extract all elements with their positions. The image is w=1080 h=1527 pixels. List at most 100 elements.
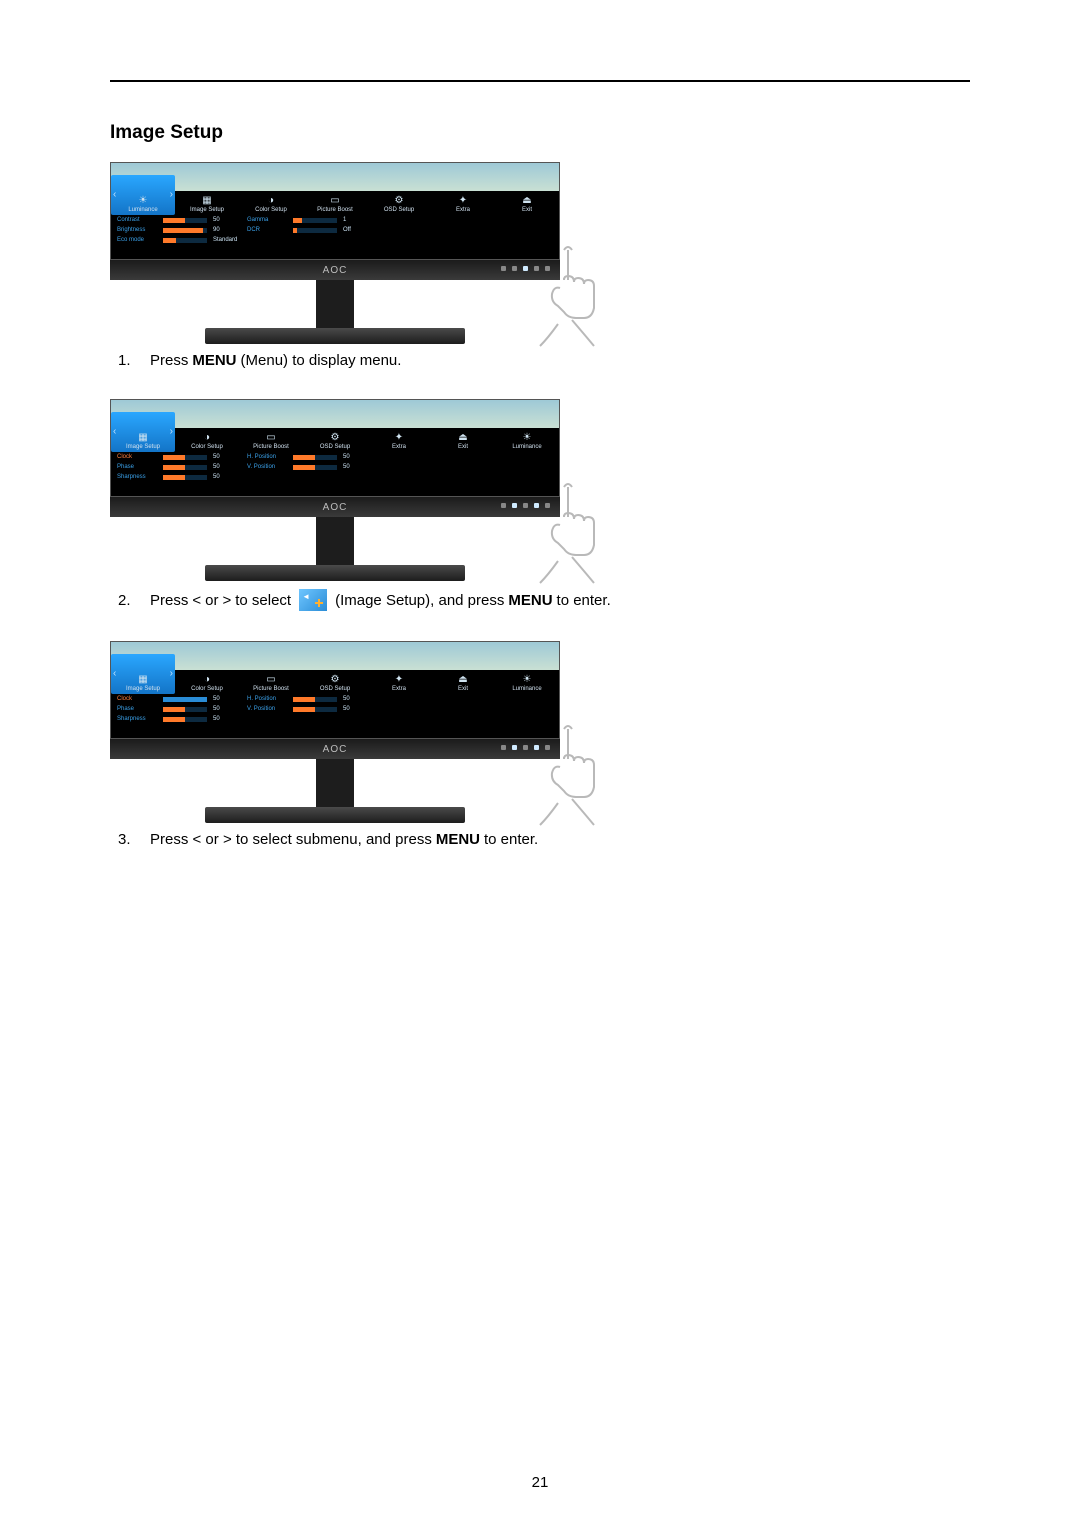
osd-tab-label: Image Setup xyxy=(126,444,160,450)
step-text-part: to select xyxy=(235,592,291,609)
osd-setting-label: H. Position xyxy=(247,696,287,702)
osd-tab: ◑Color Setup xyxy=(175,412,239,452)
osd-tab-label: Exit xyxy=(522,207,532,213)
pointing-hand-icon xyxy=(530,242,610,352)
osd-tab-label: Luminance xyxy=(128,207,157,213)
osd-setting: Sharpness50 xyxy=(117,474,227,480)
step-number: 3. xyxy=(118,831,146,848)
osd-setting: Clock50 xyxy=(117,454,227,460)
step-1-block: ‹ ☀ Luminance › ▦Image Setup ◑Color Setu… xyxy=(110,162,970,369)
osd-setting-label: Clock xyxy=(117,696,157,702)
osd-tab-label: Picture Boost xyxy=(317,207,353,213)
osd-setting-label: V. Position xyxy=(247,706,287,712)
picture-boost-icon: ▭ xyxy=(264,432,278,442)
osd-setting-label: Sharpness xyxy=(117,474,157,480)
color-setup-icon: ◑ xyxy=(264,195,278,205)
osd-tab-label: Image Setup xyxy=(190,207,224,213)
osd-tab-label: Extra xyxy=(392,686,406,692)
step-text-part: Press xyxy=(150,592,188,609)
osd-bar xyxy=(163,465,207,470)
osd-tab-label: Luminance xyxy=(512,686,541,692)
osd-settings-2: Clock50 Phase50 Sharpness50 H. Position5… xyxy=(117,454,553,492)
osd-setting-val: Standard xyxy=(213,237,227,243)
luminance-icon: ☀ xyxy=(520,432,534,442)
luminance-icon: ☀ xyxy=(136,195,150,205)
chevron-left-icon: ‹ xyxy=(113,668,116,679)
bezel-button xyxy=(512,266,517,271)
osd-tab: ☀Luminance xyxy=(495,412,559,452)
osd-setting-label: Phase xyxy=(117,706,157,712)
osd-bar xyxy=(293,455,337,460)
pointing-hand-icon xyxy=(530,721,610,831)
osd-tab: ✦Extra xyxy=(367,412,431,452)
osd-setting: Clock 50 xyxy=(117,696,227,702)
monitor-base xyxy=(205,328,465,344)
image-setup-icon: ▦ xyxy=(136,674,150,684)
monitor-figure-2: ‹ ▦ Image Setup › ◑Color Setup ▭Picture … xyxy=(110,399,560,581)
osd-setting-label: Sharpness xyxy=(117,716,157,722)
step-text-part: (Menu) to display menu. xyxy=(241,352,402,369)
osd-setting: Phase50 xyxy=(117,464,227,470)
osd-setting-label: Eco mode xyxy=(117,237,157,243)
osd-settings-left: Clock50 Phase50 Sharpness50 xyxy=(117,454,227,492)
step-1-text: 1. Press MENU (Menu) to display menu. xyxy=(118,352,970,369)
osd-setting-val: 1 xyxy=(343,217,357,223)
osd-setting-val: 50 xyxy=(343,696,357,702)
luminance-icon: ☀ xyxy=(520,674,534,684)
image-setup-icon: ▦ xyxy=(136,432,150,442)
osd-tab: ◑Color Setup xyxy=(175,654,239,694)
osd-tab: ✦Extra xyxy=(431,175,495,215)
osd-tab: ▭Picture Boost xyxy=(239,412,303,452)
bezel-logo: AOC xyxy=(323,265,348,276)
osd-screen-1: ‹ ☀ Luminance › ▦Image Setup ◑Color Setu… xyxy=(110,162,560,260)
osd-bar xyxy=(163,697,207,702)
step-text-part: to enter. xyxy=(557,592,611,609)
osd-screen-3: ‹ ▦ Image Setup › ◑Color Setup ▭Picture … xyxy=(110,641,560,739)
page-number: 21 xyxy=(0,1474,1080,1491)
greater-than-symbol: > xyxy=(222,592,231,609)
osd-tab: ⚙ OSD Setup xyxy=(303,412,367,452)
osd-setting: Phase50 xyxy=(117,706,227,712)
osd-bar xyxy=(293,218,337,223)
osd-tab: ⚙OSD Setup xyxy=(367,175,431,215)
osd-settings-left: Clock 50 Phase50 Sharpness 50 xyxy=(117,696,227,734)
osd-setting-label: Clock xyxy=(117,454,157,460)
osd-tab: ⚙OSD Setup xyxy=(303,654,367,694)
osd-tab-label: Exit xyxy=(458,686,468,692)
step-text-part: to enter. xyxy=(484,831,538,848)
osd-setting-val: 50 xyxy=(343,464,357,470)
osd-tab-label: Color Setup xyxy=(255,207,287,213)
osd-bar-fill xyxy=(163,238,176,243)
osd-bar-fill xyxy=(163,455,185,460)
osd-setting-val: 50 xyxy=(213,464,227,470)
osd-bar-fill xyxy=(293,455,315,460)
chevron-right-icon: › xyxy=(170,668,173,679)
exit-icon: ⏏ xyxy=(456,674,470,684)
step-text-part: or xyxy=(205,592,218,609)
monitor-figure-1: ‹ ☀ Luminance › ▦Image Setup ◑Color Setu… xyxy=(110,162,560,344)
osd-setup-icon: ⚙ xyxy=(328,432,342,442)
osd-setting: DCROff xyxy=(247,227,357,233)
step-2-text: 2. Press < or > to select (Image Setup),… xyxy=(118,589,970,611)
monitor-neck xyxy=(316,517,354,565)
osd-setting: Gamma1 xyxy=(247,217,357,223)
bezel-logo: AOC xyxy=(323,744,348,755)
osd-tab-label: OSD Setup xyxy=(320,444,350,450)
osd-tab: ⏏ Exit xyxy=(431,654,495,694)
monitor-base xyxy=(205,807,465,823)
osd-bar-fill xyxy=(163,218,185,223)
osd-bar xyxy=(163,455,207,460)
osd-setting-val: 50 xyxy=(213,696,227,702)
osd-bar xyxy=(163,717,207,722)
osd-setting-label: DCR xyxy=(247,227,287,233)
osd-tab-selected: ‹ ▦ Image Setup › xyxy=(111,654,175,694)
chevron-left-icon: ‹ xyxy=(113,189,116,200)
step-text-bold: MENU xyxy=(192,352,236,369)
osd-tabs-2: ‹ ▦ Image Setup › ◑Color Setup ▭Picture … xyxy=(111,412,559,452)
section-title: Image Setup xyxy=(110,122,970,144)
osd-tab-label: Color Setup xyxy=(191,444,223,450)
osd-setting-val: 50 xyxy=(213,217,227,223)
step-text-part: Press xyxy=(150,352,188,369)
monitor-neck xyxy=(316,759,354,807)
osd-bar xyxy=(163,238,207,243)
